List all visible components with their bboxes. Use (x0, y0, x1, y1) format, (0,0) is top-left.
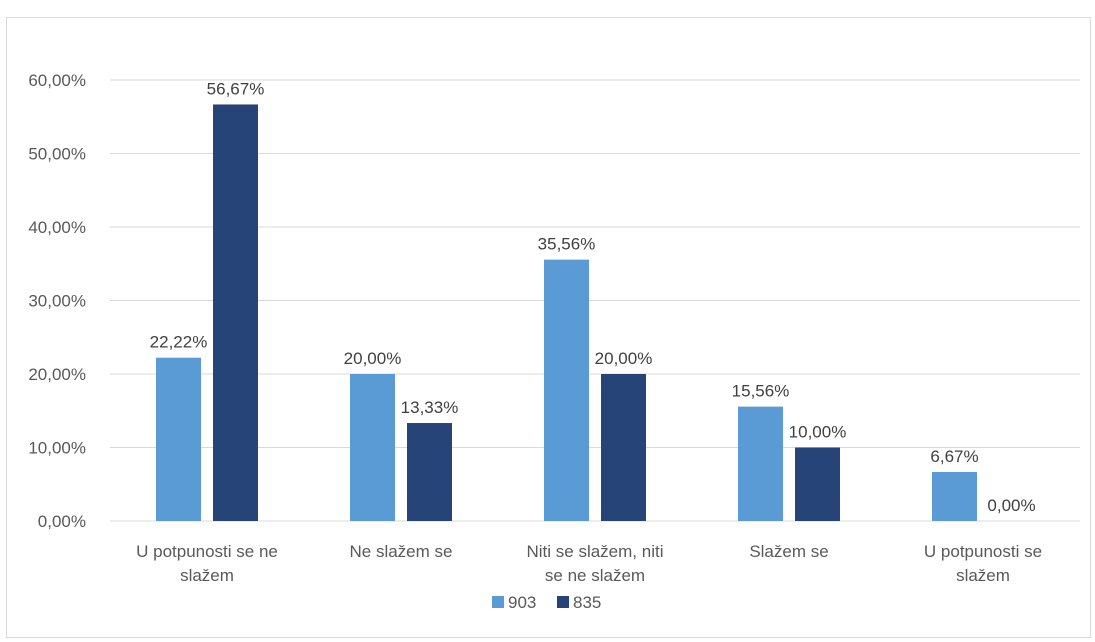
bar-835 (601, 374, 646, 521)
data-label: 13,33% (401, 398, 459, 417)
category-label: Slažem se (749, 542, 828, 561)
bar-903 (932, 471, 977, 521)
legend-label: 903 (508, 593, 536, 612)
y-tick-label: 50,00% (28, 145, 86, 164)
x-axis-category-labels: U potpunosti se ne slažem Ne slažem se Niti… (136, 542, 1042, 585)
y-tick-label: 60,00% (28, 71, 86, 90)
category-label: U potpunosti se slažem (924, 542, 1042, 585)
y-axis-tick-labels: 0,00% 10,00% 20,00% 30,00% 40,00% 50,00% 60,00… (28, 71, 86, 531)
data-label: 20,00% (344, 349, 402, 368)
bar-903 (156, 357, 201, 521)
category-label: Niti se slažem, niti se ne slažem (527, 542, 664, 585)
data-label: 6,67% (930, 447, 978, 466)
data-label: 22,22% (150, 333, 208, 352)
data-label: 35,56% (538, 235, 596, 254)
y-tick-label: 20,00% (28, 365, 86, 384)
category-label: Ne slažem se (350, 542, 453, 561)
gridlines (110, 79, 1080, 522)
y-tick-label: 10,00% (28, 439, 86, 458)
data-label: 15,56% (732, 382, 790, 401)
y-tick-label: 40,00% (28, 218, 86, 237)
bar-903 (738, 406, 783, 521)
legend-swatch-835 (557, 596, 569, 608)
legend-label: 835 (573, 593, 601, 612)
data-labels: 22,22% 20,00% 35,56% 15,56% 6,67% 56,67% 13,33… (150, 79, 1036, 515)
legend-swatch-903 (492, 596, 504, 608)
data-label: 20,00% (595, 349, 653, 368)
bar-835 (213, 104, 258, 522)
bar-903 (350, 374, 395, 521)
bar-835 (407, 423, 452, 521)
bars (156, 104, 977, 522)
data-label: 10,00% (789, 423, 847, 442)
y-tick-label: 0,00% (38, 512, 86, 531)
y-tick-label: 30,00% (28, 292, 86, 311)
bar-903 (544, 259, 589, 521)
bar-835 (795, 447, 840, 521)
legend: 903 835 (492, 593, 601, 612)
data-label: 0,00% (987, 496, 1035, 515)
category-label: U potpunosti se ne slažem (136, 542, 278, 585)
data-label: 56,67% (207, 79, 265, 98)
